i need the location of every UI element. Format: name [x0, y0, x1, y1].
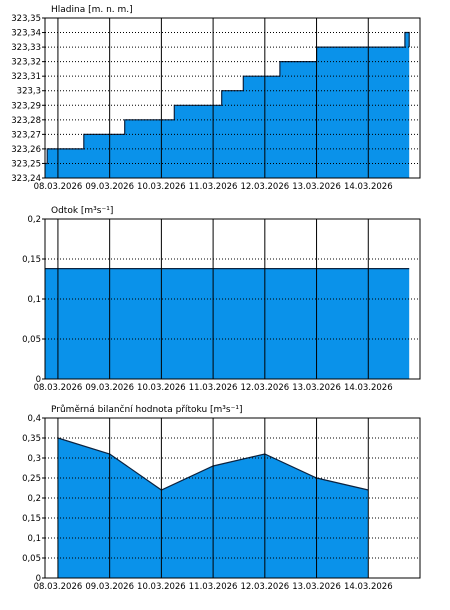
chart-2-title: Odtok [m³s⁻¹]: [51, 206, 113, 216]
chart-2-xtick-label: 08.03.2026: [34, 383, 83, 393]
chart-3-ytick-label: 0,25: [22, 474, 41, 484]
chart-3-title: Průměrná bilanční hodnota přítoku [m³s⁻¹…: [51, 404, 242, 415]
chart-3-xtick-label: 14.03.2026: [344, 582, 393, 592]
chart-1-xtick-label: 08.03.2026: [34, 182, 83, 192]
chart-3-ytick-label: 0,3: [27, 454, 41, 464]
chart-2-area: [45, 268, 410, 379]
chart-3-xtick-label: 13.03.2026: [292, 582, 341, 592]
chart-1-ytick-label: 323,29: [11, 101, 41, 111]
chart-1-xtick-label: 14.03.2026: [344, 182, 393, 192]
chart-1-xtick-label: 10.03.2026: [137, 182, 186, 192]
chart-3-ytick-label: 0,35: [22, 434, 41, 444]
chart-1-series-line: [45, 31, 410, 165]
chart-1-ytick-label: 323,31: [11, 72, 41, 82]
chart-1-ytick-label: 323,24: [11, 174, 41, 184]
chart-2-ytick-label: 0,2: [27, 215, 41, 225]
chart-2-ytick-label: 0: [36, 375, 41, 385]
chart-3-ytick-label: 0,1: [27, 534, 41, 544]
chart-1-area: [45, 32, 410, 178]
chart-3-xtick-label: 08.03.2026: [34, 582, 83, 592]
chart-1-xtick-label: 09.03.2026: [85, 182, 134, 192]
chart-2-plot-frame: [44, 218, 421, 380]
chart-1-ytick-label: 323,28: [11, 116, 41, 126]
chart-3-ytick-label: 0,15: [22, 514, 41, 524]
chart-1-xtick-label: 11.03.2026: [189, 182, 238, 192]
chart-2-xtick-label: 12.03.2026: [240, 383, 289, 393]
chart-2-xtick-label: 10.03.2026: [137, 383, 186, 393]
chart-1-ytick-label: 323,33: [11, 43, 41, 53]
chart-3-xtick-label: 09.03.2026: [85, 582, 134, 592]
chart-3-ytick-label: 0,05: [22, 554, 41, 564]
chart-1-title: Hladina [m. n. m.]: [51, 5, 133, 15]
chart-1-ytick-label: 323,27: [11, 130, 41, 140]
chart-3-ytick-label: 0,2: [27, 494, 41, 504]
chart-1-ytick-label: 323,26: [11, 145, 41, 155]
chart-2-xtick-label: 11.03.2026: [189, 383, 238, 393]
chart-3-xtick-label: 12.03.2026: [240, 582, 289, 592]
chart-3-ytick-label: 0,4: [27, 414, 41, 424]
chart-1-xtick-label: 13.03.2026: [292, 182, 341, 192]
chart-2-xtick-label: 13.03.2026: [292, 383, 341, 393]
chart-1-xtick-label: 12.03.2026: [240, 182, 289, 192]
chart-2-xtick-label: 09.03.2026: [85, 383, 134, 393]
chart-3-xtick-label: 10.03.2026: [137, 582, 186, 592]
chart-2-xtick-label: 14.03.2026: [344, 383, 393, 393]
chart-1-ytick-label: 323,32: [11, 58, 41, 68]
chart-1-ytick-label: 323,35: [11, 14, 41, 24]
chart-3-plot-frame: [44, 417, 421, 579]
chart-1-ytick-label: 323,25: [11, 159, 41, 169]
chart-1-ytick-label: 323,3: [17, 87, 41, 97]
chart-3-ytick-label: 0: [36, 574, 41, 584]
chart-3-xtick-label: 11.03.2026: [189, 582, 238, 592]
chart-2-ytick-label: 0,05: [22, 335, 41, 345]
chart-2-ytick-label: 0,15: [22, 255, 41, 265]
chart-1-ytick-label: 323,34: [11, 29, 41, 39]
chart-1-plot-frame: [44, 17, 421, 179]
chart-2-ytick-label: 0,1: [27, 295, 41, 305]
